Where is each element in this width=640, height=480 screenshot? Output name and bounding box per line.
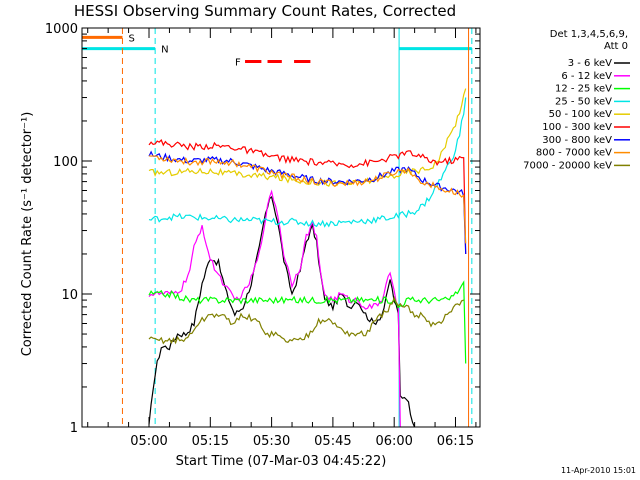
chart-title: HESSI Observing Summary Count Rates, Cor… [74, 2, 456, 20]
y-axis: 1 10 100 1000 [45, 22, 480, 436]
legend-label: 50 - 100 keV [549, 109, 613, 120]
legend-label: 100 - 300 keV [542, 122, 612, 133]
y-tick-label: 1 [70, 421, 78, 436]
x-tick-label: 05:30 [253, 434, 290, 449]
series-line-12-25-kev [148, 280, 467, 364]
legend-label: 6 - 12 keV [561, 71, 612, 82]
flag-label: N [161, 45, 168, 56]
y-tick-label: 1000 [45, 22, 78, 37]
legend-header: Det 1,3,4,5,6,9, [550, 29, 628, 40]
flags-layer: S N F [82, 33, 472, 68]
legend-label: 300 - 800 keV [542, 135, 612, 146]
legend-label: 25 - 50 keV [555, 96, 612, 107]
legend-label: 800 - 7000 keV [536, 148, 612, 159]
series-line-25-50-kev [148, 97, 467, 228]
x-tick-label: 06:00 [375, 434, 412, 449]
series-line-7000-20000-kev [148, 295, 464, 345]
y-tick-label: 100 [53, 155, 78, 170]
x-tick-label: 06:15 [437, 434, 474, 449]
legend-label: 7000 - 20000 keV [523, 160, 612, 171]
series-line-800-7000-kev [148, 155, 467, 244]
vlines-layer [121, 28, 473, 427]
series-line-100-300-kev [148, 139, 467, 255]
series-line-6-12-kev [148, 189, 401, 428]
plot-frame [81, 27, 481, 428]
x-tick-label: 05:00 [130, 434, 167, 449]
series-line-3-6-kev [148, 195, 416, 428]
legend-header: Att 0 [604, 41, 628, 52]
flag-label: S [128, 33, 134, 44]
series-line-50-100-kev [148, 88, 467, 187]
legend-label: 12 - 25 keV [555, 84, 612, 95]
series-line-300-800-kev [148, 150, 467, 255]
x-axis: 05:00 05:15 05:30 05:45 06:00 06:15 [87, 28, 477, 449]
x-tick-label: 05:15 [192, 434, 229, 449]
flag-label: F [235, 57, 241, 68]
y-axis-label: Corrected Count Rate (s⁻¹ detector⁻¹) [20, 112, 35, 357]
timestamp: 11-Apr-2010 15:01 [561, 466, 636, 475]
legend-label: 3 - 6 keV [568, 58, 612, 69]
legend: Det 1,3,4,5,6,9,Att 0 3 - 6 keV 6 - 12 keV… [523, 29, 630, 171]
x-axis-label: Start Time (07-Mar-03 04:45:22) [176, 454, 387, 469]
y-tick-label: 10 [61, 288, 78, 303]
series-layer [148, 88, 467, 428]
x-tick-label: 05:45 [314, 434, 351, 449]
